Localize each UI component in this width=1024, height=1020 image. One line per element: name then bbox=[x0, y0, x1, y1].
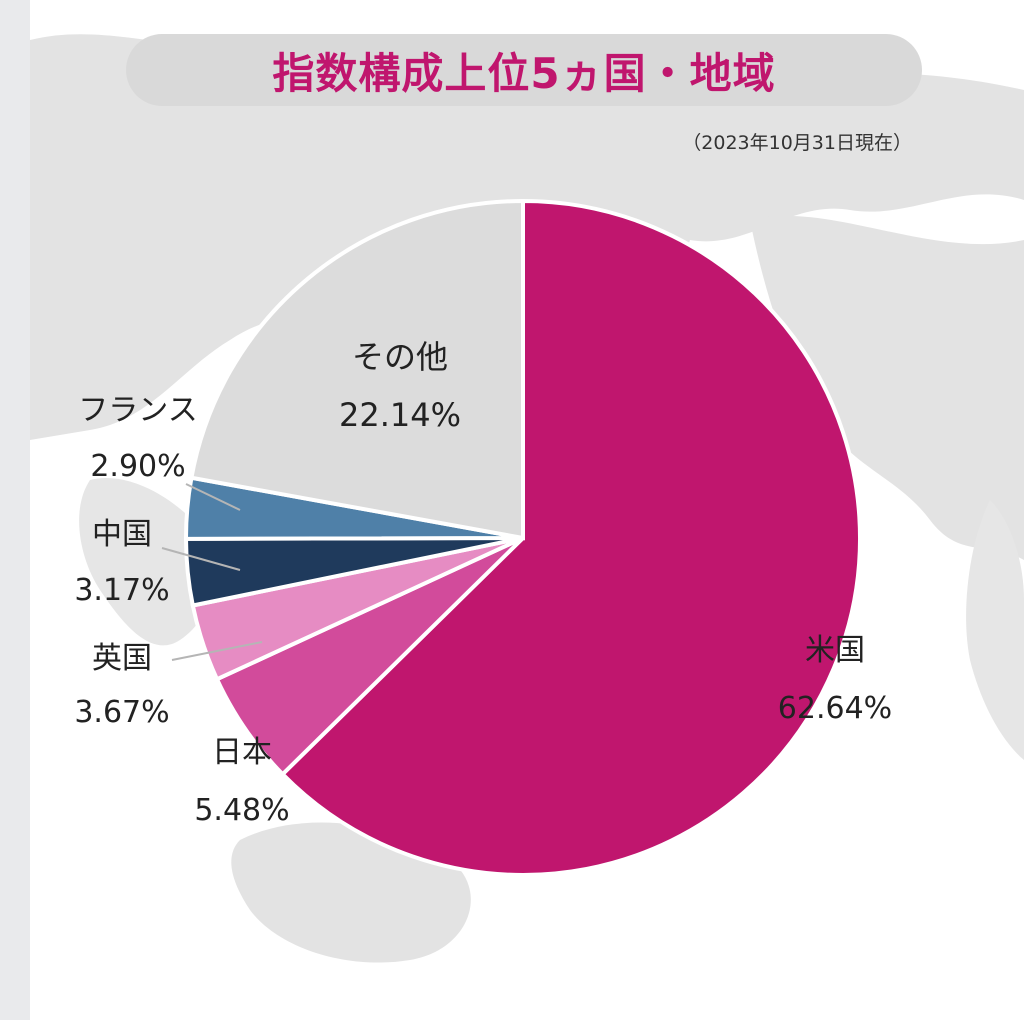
slice-value-label: 62.64% bbox=[778, 691, 892, 726]
leader-lines bbox=[161, 483, 263, 661]
as-of-date: （2023年10月31日現在） bbox=[682, 132, 912, 154]
slice-labels: 米国 62.64% 日本 5.48% 英国 3.67% 中国 3.17% フランス 2.90% その… bbox=[74, 338, 892, 828]
slice-name-label: フランス bbox=[78, 393, 197, 428]
slice-value-label: 3.67% bbox=[74, 695, 169, 730]
slice-name-label: 日本 bbox=[212, 735, 272, 770]
chart-title: 指数構成上位5ヵ国・地域 bbox=[272, 48, 776, 98]
title-banner: 指数構成上位5ヵ国・地域 bbox=[126, 34, 922, 106]
leader-line bbox=[185, 483, 241, 511]
pie-slices bbox=[183, 198, 862, 877]
leader-line bbox=[171, 641, 263, 661]
slice-value-label: 3.17% bbox=[74, 573, 169, 608]
pie-slice-5 bbox=[189, 198, 525, 541]
slice-name-label: 中国 bbox=[92, 517, 152, 552]
pie-slice-0 bbox=[279, 198, 862, 877]
slice-value-label: 5.48% bbox=[194, 793, 289, 828]
slice-value-label: 2.90% bbox=[90, 449, 185, 484]
slice-name-label: 米国 bbox=[805, 633, 865, 668]
left-margin-strip bbox=[0, 0, 30, 1020]
leader-line bbox=[161, 547, 241, 571]
slice-name-label: その他 bbox=[352, 338, 448, 376]
slice-value-label: 22.14% bbox=[339, 396, 461, 434]
slice-name-label: 英国 bbox=[92, 641, 152, 676]
